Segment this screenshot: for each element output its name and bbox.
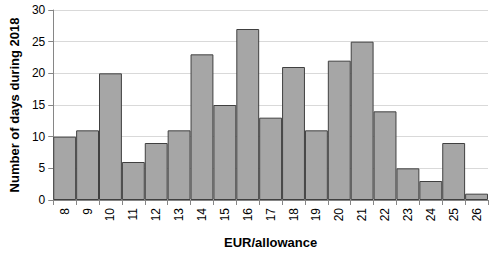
svg-text:8: 8 [58,208,72,215]
svg-text:12: 12 [149,208,163,222]
svg-text:30: 30 [32,3,46,17]
svg-text:20: 20 [32,66,46,80]
svg-text:21: 21 [355,208,369,222]
svg-text:10: 10 [103,208,117,222]
svg-text:19: 19 [309,208,323,222]
svg-text:15: 15 [32,98,46,112]
svg-text:24: 24 [424,208,438,222]
svg-text:17: 17 [264,208,278,222]
svg-text:14: 14 [195,208,209,222]
svg-text:10: 10 [32,130,46,144]
svg-text:Number of days during 2018: Number of days during 2018 [7,18,22,193]
svg-text:EUR/allowance: EUR/allowance [224,235,317,250]
svg-text:26: 26 [470,208,484,222]
svg-text:9: 9 [81,208,95,215]
svg-text:18: 18 [287,208,301,222]
svg-text:23: 23 [401,208,415,222]
svg-text:22: 22 [378,208,392,222]
svg-text:20: 20 [332,208,346,222]
svg-text:25: 25 [32,35,46,49]
svg-text:5: 5 [39,161,46,175]
svg-text:13: 13 [172,208,186,222]
svg-text:0: 0 [39,193,46,207]
svg-text:11: 11 [126,208,140,221]
svg-text:16: 16 [241,208,255,222]
svg-text:25: 25 [447,208,461,222]
svg-text:15: 15 [218,208,232,222]
